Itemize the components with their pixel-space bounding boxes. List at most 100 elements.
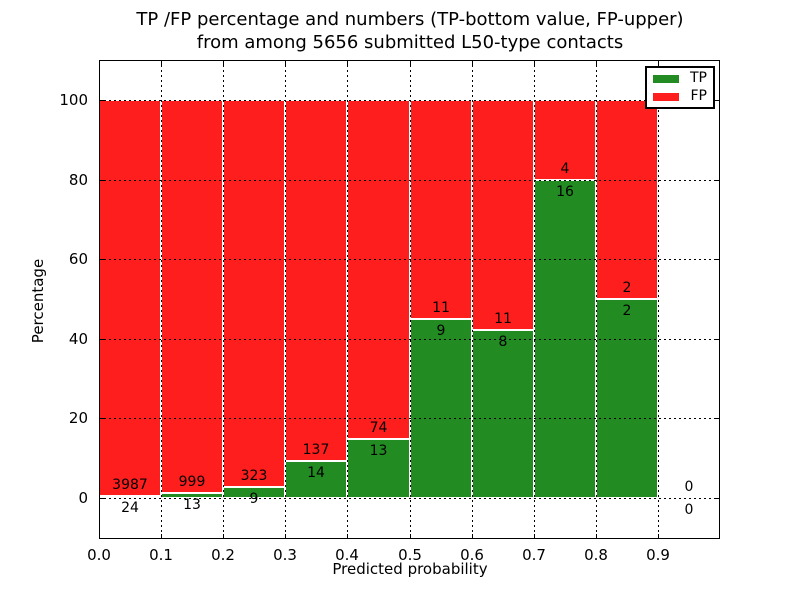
y-tick-label: 80 — [68, 170, 88, 189]
bar-segment-tp — [534, 179, 596, 498]
y-tick-mark-right — [715, 339, 720, 340]
x-tick-mark — [596, 534, 597, 539]
fp-swatch-icon — [653, 92, 679, 101]
bar-count-tp: 9 — [436, 322, 446, 339]
y-tick-mark — [99, 259, 104, 260]
grid-line-h — [99, 180, 720, 181]
x-tick-label: 0.2 — [211, 546, 235, 564]
bar-count-fp: 323 — [240, 468, 268, 485]
x-tick-label: 0.8 — [584, 546, 608, 564]
y-tick-label: 20 — [68, 409, 88, 428]
bar-segment-fp — [347, 100, 410, 439]
grid-line-v — [534, 60, 535, 539]
grid-line-v — [596, 60, 597, 539]
bar-segment-fp — [99, 100, 161, 496]
grid-line-v — [285, 60, 286, 539]
legend-label-tp: TP — [690, 70, 707, 86]
bar-count-fp: 0 — [684, 479, 694, 495]
x-tick-label: 0.3 — [273, 546, 297, 564]
bar-segment-tp — [347, 438, 410, 498]
bar-segment-tp — [410, 318, 472, 498]
bar-count-fp: 2 — [622, 280, 632, 296]
bar-count-fp: 3987 — [112, 476, 148, 493]
x-tick-label: 0.1 — [149, 546, 173, 564]
y-tick-mark-right — [715, 418, 720, 419]
legend-item-tp: TP — [653, 71, 707, 86]
bar-count-fp: 74 — [369, 419, 388, 436]
x-tick-mark — [347, 534, 348, 539]
y-tick-mark-right — [715, 498, 720, 499]
grid-line-h — [99, 339, 720, 340]
bar-count-fp: 999 — [178, 473, 206, 490]
grid-line-h — [99, 418, 720, 419]
grid-line-v — [410, 60, 411, 539]
x-tick-mark — [410, 534, 411, 539]
legend: TP FP — [645, 66, 715, 109]
x-tick-mark-top — [410, 60, 411, 65]
bar-segment-tp — [285, 461, 347, 498]
x-tick-label: 0.6 — [460, 546, 484, 564]
bar-count-fp: 4 — [560, 160, 570, 177]
y-tick-mark-right — [715, 259, 720, 260]
legend-label-fp: FP — [690, 88, 708, 104]
x-tick-label: 0.7 — [522, 546, 546, 564]
bar-count-tp: 0 — [684, 502, 694, 518]
bar-segment-fp — [596, 100, 658, 299]
x-tick-mark-top — [347, 60, 348, 65]
y-tick-label: 40 — [68, 329, 88, 348]
grid-line-v — [223, 60, 224, 539]
y-tick-mark-right — [715, 180, 720, 181]
bar-count-tp: 8 — [498, 334, 508, 351]
chart-title-line1: TP /FP percentage and numbers (TP-bottom… — [136, 9, 684, 30]
x-tick-label: 0.9 — [646, 546, 670, 564]
x-tick-mark — [285, 534, 286, 539]
x-axis-label: Predicted probability — [332, 560, 488, 578]
x-tick-mark — [658, 534, 659, 539]
grid-line-v — [161, 60, 162, 539]
tp-swatch-icon — [653, 74, 679, 83]
y-tick-label: 60 — [68, 250, 88, 269]
bar-count-tp: 24 — [121, 499, 139, 516]
y-tick-label: 0 — [78, 489, 88, 507]
x-tick-label: 0.5 — [398, 546, 422, 564]
bar-count-tp: 13 — [183, 496, 201, 513]
bar-segment-fp — [472, 100, 534, 331]
x-tick-mark-top — [534, 60, 535, 65]
x-tick-label: 0.0 — [87, 546, 111, 564]
y-tick-mark — [99, 339, 104, 340]
plot-area — [99, 60, 720, 539]
x-tick-mark-top — [161, 60, 162, 65]
bar-count-tp: 16 — [556, 183, 574, 200]
x-tick-mark-top — [285, 60, 286, 65]
bar-segment-fp — [285, 100, 347, 462]
bar-segment-tp — [472, 330, 534, 498]
x-tick-mark-top — [596, 60, 597, 65]
y-tick-mark — [99, 180, 104, 181]
grid-line-h — [99, 498, 720, 499]
x-tick-mark — [472, 534, 473, 539]
bar-count-fp: 11 — [494, 311, 512, 328]
y-tick-mark-right — [715, 100, 720, 101]
y-tick-mark — [99, 498, 104, 499]
grid-line-v — [347, 60, 348, 539]
bar-segment-fp — [410, 100, 472, 319]
legend-item-fp: FP — [653, 89, 707, 104]
x-tick-mark — [223, 534, 224, 539]
bar-count-fp: 137 — [302, 442, 330, 459]
x-tick-mark-top — [223, 60, 224, 65]
x-tick-mark-top — [658, 60, 659, 65]
x-tick-mark — [99, 534, 100, 539]
grid-line-v — [472, 60, 473, 539]
y-tick-mark — [99, 100, 104, 101]
x-tick-mark-top — [472, 60, 473, 65]
bar-count-tp: 9 — [249, 491, 259, 508]
grid-line-h — [99, 100, 720, 101]
bar-segment-tp — [596, 299, 658, 498]
grid-line-h — [99, 259, 720, 260]
x-tick-mark — [161, 534, 162, 539]
bar-count-fp: 11 — [432, 299, 450, 316]
x-tick-mark — [534, 534, 535, 539]
chart-title-line2: from among 5656 submitted L50-type conta… — [196, 32, 624, 53]
y-tick-label: 100 — [59, 91, 88, 109]
